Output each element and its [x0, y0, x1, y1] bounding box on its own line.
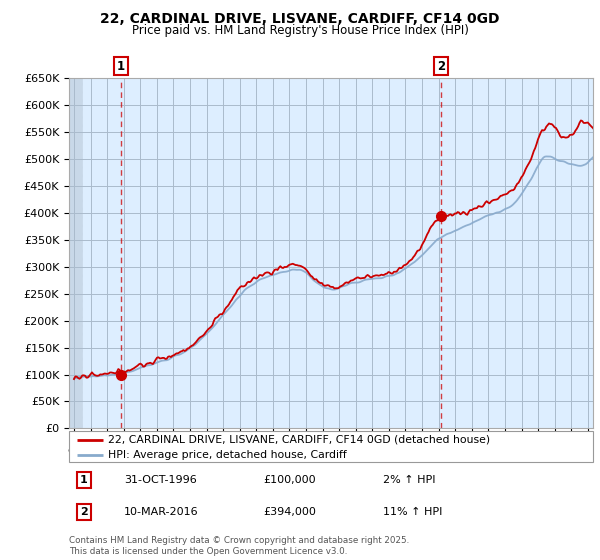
Text: Price paid vs. HM Land Registry's House Price Index (HPI): Price paid vs. HM Land Registry's House … [131, 24, 469, 36]
Text: 22, CARDINAL DRIVE, LISVANE, CARDIFF, CF14 0GD: 22, CARDINAL DRIVE, LISVANE, CARDIFF, CF… [100, 12, 500, 26]
Text: £394,000: £394,000 [263, 507, 316, 517]
FancyBboxPatch shape [69, 431, 593, 462]
Text: HPI: Average price, detached house, Cardiff: HPI: Average price, detached house, Card… [108, 450, 347, 460]
Text: 10-MAR-2016: 10-MAR-2016 [124, 507, 199, 517]
Text: 1: 1 [117, 60, 125, 73]
Text: 22, CARDINAL DRIVE, LISVANE, CARDIFF, CF14 0GD (detached house): 22, CARDINAL DRIVE, LISVANE, CARDIFF, CF… [108, 435, 490, 445]
Text: 2: 2 [437, 60, 445, 73]
Text: 2% ↑ HPI: 2% ↑ HPI [383, 475, 436, 484]
Text: 1: 1 [80, 475, 88, 484]
Text: 11% ↑ HPI: 11% ↑ HPI [383, 507, 443, 517]
Text: Contains HM Land Registry data © Crown copyright and database right 2025.
This d: Contains HM Land Registry data © Crown c… [69, 536, 409, 556]
Bar [69, 78, 82, 428]
Text: 2: 2 [80, 507, 88, 517]
Text: £100,000: £100,000 [263, 475, 316, 484]
Text: 31-OCT-1996: 31-OCT-1996 [124, 475, 197, 484]
